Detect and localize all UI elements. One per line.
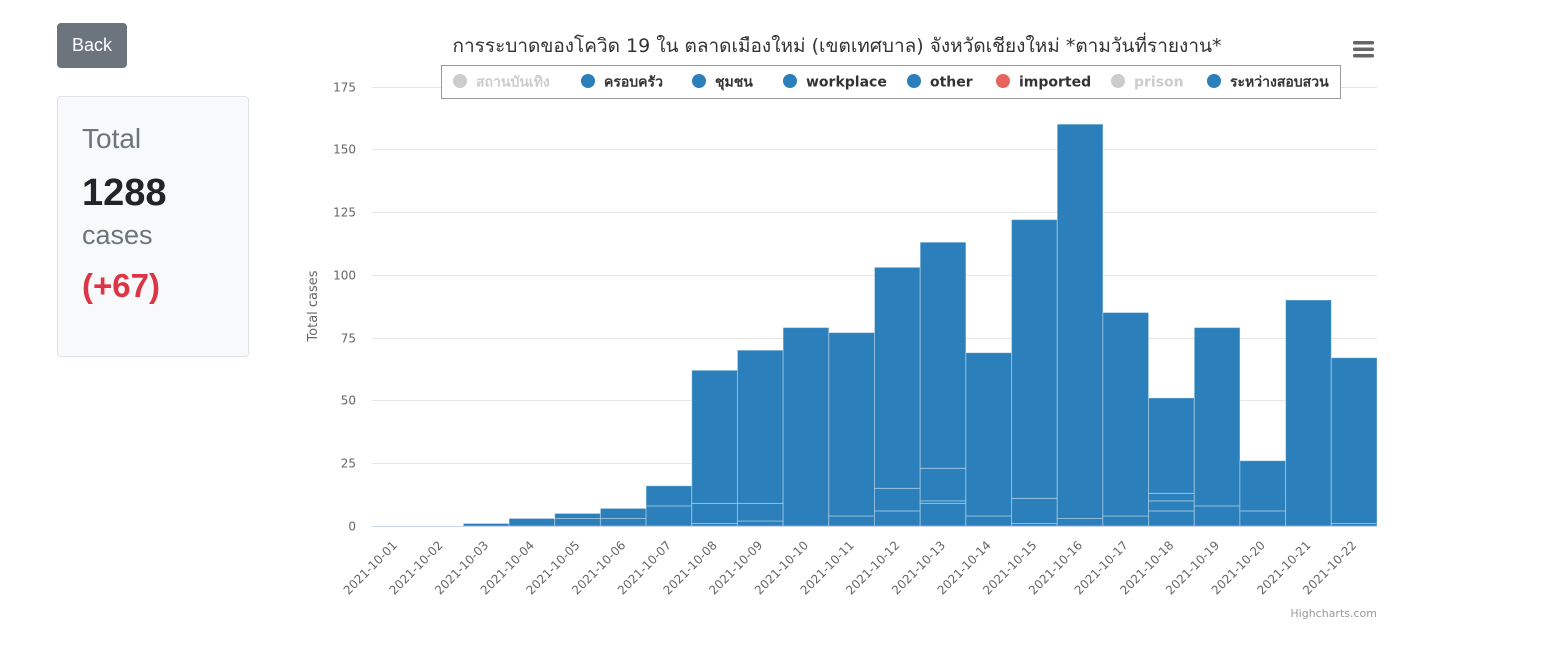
legend-item[interactable]: สถานบันเทิง: [453, 74, 550, 91]
bar-segment[interactable]: [1011, 219, 1058, 499]
y-tick-label: 100: [333, 269, 356, 283]
total-label: Total: [82, 123, 142, 154]
total-cases-card: Total 1288 cases (+67): [57, 96, 249, 357]
legend-dot: [907, 74, 921, 88]
bar-segment[interactable]: [874, 487, 921, 512]
bar-segment[interactable]: [919, 502, 967, 527]
legend-dot: [1207, 74, 1221, 88]
back-button[interactable]: Back: [57, 23, 127, 68]
y-tick-label: 75: [341, 332, 356, 346]
bar-segment[interactable]: [828, 332, 875, 517]
legend-label: prison: [1134, 75, 1184, 91]
bar-segment[interactable]: [645, 485, 693, 507]
bar-segment[interactable]: [554, 512, 601, 519]
legend-dot: [581, 74, 595, 88]
y-tick-label: 50: [341, 394, 356, 408]
bar-segment[interactable]: [1148, 500, 1195, 512]
hamburger-menu-icon[interactable]: [1353, 41, 1374, 58]
bar-segment[interactable]: [1239, 460, 1287, 512]
bar-segment[interactable]: [736, 502, 784, 522]
bar-segment[interactable]: [508, 517, 556, 527]
credits-link[interactable]: Highcharts.com: [1290, 607, 1377, 620]
bar-segment[interactable]: [874, 266, 921, 489]
bar-segment[interactable]: [782, 327, 830, 527]
bar-segment[interactable]: [736, 520, 784, 527]
legend-item[interactable]: ระหว่างสอบสวน: [1207, 74, 1329, 91]
bar-segment[interactable]: [645, 505, 693, 527]
legend-label: สถานบันเทิง: [476, 75, 550, 91]
legend-label: workplace: [806, 75, 887, 91]
bar-segment[interactable]: [1239, 510, 1287, 527]
legend-dot: [692, 74, 706, 88]
legend-item[interactable]: imported: [996, 74, 1091, 91]
bar-segment[interactable]: [1193, 327, 1241, 507]
chart-title: การระบาดของโควิด 19 ใน ตลาดเมืองใหม่ (เข…: [453, 32, 1222, 57]
bar-segment[interactable]: [1148, 510, 1195, 527]
legend-item[interactable]: prison: [1111, 74, 1184, 91]
legend-item[interactable]: ครอบครัว: [581, 74, 663, 91]
legend-box: [441, 65, 1341, 99]
bar-segment[interactable]: [1102, 515, 1150, 527]
legend-label: ชุมชน: [715, 75, 753, 91]
y-tick-label: 175: [333, 81, 356, 95]
bar-segment[interactable]: [1056, 517, 1104, 527]
y-axis-ticks: 0 25 50 75 100 125 150 175: [333, 81, 356, 534]
y-tick-label: 125: [333, 206, 356, 220]
bar-segment[interactable]: [691, 369, 738, 504]
bar-segment[interactable]: [1056, 123, 1104, 519]
legend-dot: [453, 74, 467, 88]
legend-label: ระหว่างสอบสวน: [1230, 75, 1329, 91]
legend-item[interactable]: workplace: [783, 74, 887, 91]
legend-label: ครอบครัว: [604, 75, 663, 91]
bar-segment[interactable]: [1285, 299, 1332, 527]
bar-segment[interactable]: [599, 507, 647, 519]
bar-segment[interactable]: [1102, 312, 1150, 517]
bar-segment[interactable]: [1193, 505, 1241, 527]
bar-segment[interactable]: [874, 510, 921, 527]
y-axis-title: Total cases: [306, 270, 321, 342]
bar-segment[interactable]: [599, 517, 647, 527]
legend-item[interactable]: other: [907, 74, 973, 91]
total-value: 1288: [82, 172, 167, 214]
total-unit: cases: [82, 220, 153, 250]
legend-item[interactable]: ชุมชน: [692, 74, 753, 91]
bar-segment[interactable]: [965, 515, 1013, 527]
bar-segment[interactable]: [1148, 492, 1195, 502]
bar-segment[interactable]: [1330, 357, 1378, 524]
bars: [372, 123, 1378, 527]
legend-label: other: [930, 75, 973, 91]
legend-label: imported: [1019, 75, 1091, 91]
bar-segment[interactable]: [1011, 497, 1058, 524]
legend-dot: [1111, 74, 1125, 88]
bar-segment[interactable]: [1148, 397, 1195, 494]
legend-dot: [996, 74, 1010, 88]
total-delta: (+67): [82, 267, 160, 304]
bar-segment[interactable]: [919, 467, 967, 502]
bar-segment[interactable]: [919, 241, 967, 469]
bar-segment[interactable]: [965, 352, 1013, 517]
y-tick-label: 0: [348, 520, 356, 534]
bar-segment[interactable]: [691, 502, 738, 524]
bar-segment[interactable]: [736, 349, 784, 504]
y-tick-label: 25: [341, 457, 356, 471]
bar-segment[interactable]: [828, 515, 875, 527]
y-tick-label: 150: [333, 143, 356, 157]
legend-dot: [783, 74, 797, 88]
x-axis-ticks: 2021-10-012021-10-022021-10-032021-10-04…: [341, 538, 1360, 597]
bar-segment[interactable]: [462, 522, 510, 527]
legend: สถานบันเทิง ครอบครัว ชุมชน workplace other im…: [441, 65, 1341, 99]
bar-segment[interactable]: [554, 517, 601, 527]
